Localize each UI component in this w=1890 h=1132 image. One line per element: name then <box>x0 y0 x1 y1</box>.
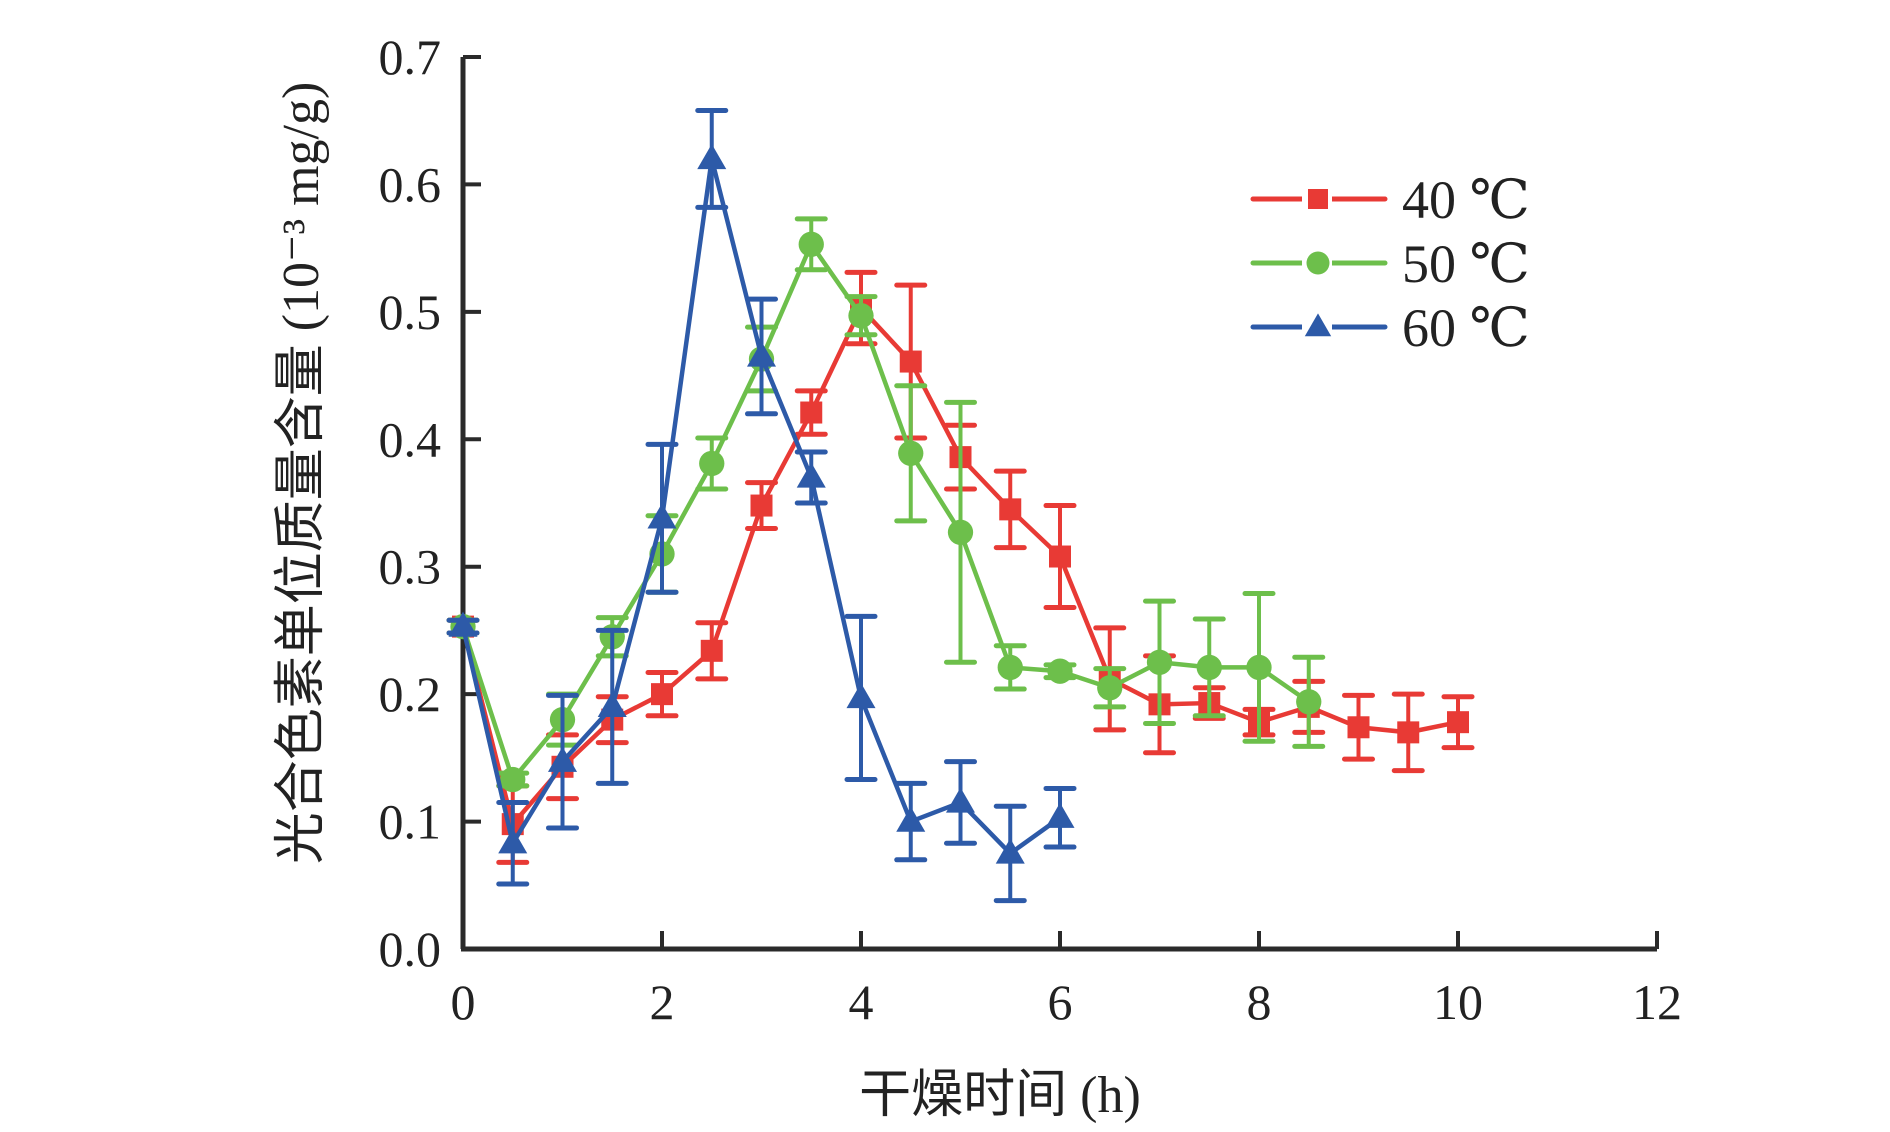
series-layer <box>446 108 1475 904</box>
legend: 40 ℃50 ℃60 ℃ <box>1250 170 1530 358</box>
x-tick-label: 8 <box>1247 974 1272 1030</box>
legend-item-0: 40 ℃ <box>1250 170 1530 230</box>
data-point <box>898 440 924 466</box>
x-tick-label: 6 <box>1048 974 1073 1030</box>
data-point <box>995 838 1025 864</box>
x-tick-label: 2 <box>650 974 675 1030</box>
x-tick-label: 12 <box>1632 974 1682 1030</box>
legend-marker <box>1306 251 1330 275</box>
data-point <box>1447 711 1469 734</box>
y-tick-label: 0.1 <box>379 794 442 850</box>
data-point <box>1146 649 1173 675</box>
y-tick-label: 0.7 <box>379 29 442 85</box>
legend-marker <box>1304 313 1332 337</box>
data-point <box>1246 654 1272 681</box>
legend-label: 40 ℃ <box>1402 170 1530 230</box>
legend-label: 60 ℃ <box>1402 298 1530 358</box>
data-point <box>750 494 773 517</box>
data-point <box>700 639 723 662</box>
legend-label: 50 ℃ <box>1402 234 1530 294</box>
series-2 <box>446 108 1077 904</box>
data-point <box>651 683 673 706</box>
y-tick-label: 0.4 <box>379 411 442 467</box>
data-point <box>1097 675 1123 701</box>
data-point <box>746 341 777 367</box>
data-point <box>647 503 677 529</box>
legend-item-1: 50 ℃ <box>1250 234 1530 294</box>
x-tick-label: 4 <box>849 974 874 1030</box>
y-tick-label: 0.0 <box>379 921 442 977</box>
data-point <box>1296 689 1322 715</box>
data-point <box>945 787 976 813</box>
data-point <box>896 806 926 832</box>
data-point <box>1347 716 1370 739</box>
data-point <box>798 231 824 257</box>
legend-item-2: 60 ℃ <box>1250 298 1530 358</box>
data-point <box>997 654 1023 681</box>
data-point <box>846 682 876 709</box>
data-point <box>498 828 528 854</box>
data-point <box>699 450 725 477</box>
x-tick-label: 0 <box>451 974 476 1030</box>
y-tick-label: 0.6 <box>379 156 442 212</box>
data-point <box>1397 721 1420 744</box>
y-axis-title: 光合色素单位质量含量 (10⁻³ mg/g) <box>273 82 330 865</box>
x-axis-title: 干燥时间 (h) <box>859 1067 1141 1124</box>
data-point <box>999 498 1022 521</box>
data-point <box>800 401 823 424</box>
legend-marker <box>1308 189 1328 209</box>
data-point <box>796 462 826 488</box>
y-tick-label: 0.2 <box>379 666 442 722</box>
series-line <box>460 242 1311 782</box>
data-point <box>1047 658 1073 684</box>
axes: 0.0 0.1 0.2 0.3 0.4 0.5 0.6 0.7 0 2 4 6 8 10 12 <box>379 29 1683 1030</box>
data-point <box>848 303 874 329</box>
data-point <box>1196 654 1222 681</box>
data-point <box>448 611 478 637</box>
data-point <box>1049 545 1071 568</box>
x-tick-label: 10 <box>1433 974 1483 1030</box>
y-tick-label: 0.3 <box>379 539 442 595</box>
y-tick-label: 0.5 <box>379 284 442 340</box>
data-point <box>547 746 578 772</box>
data-point <box>697 143 727 170</box>
series-1 <box>446 216 1326 793</box>
data-point <box>500 766 526 793</box>
data-point <box>597 691 627 718</box>
data-point <box>899 350 922 373</box>
data-point <box>1045 802 1075 828</box>
data-point <box>947 519 974 545</box>
